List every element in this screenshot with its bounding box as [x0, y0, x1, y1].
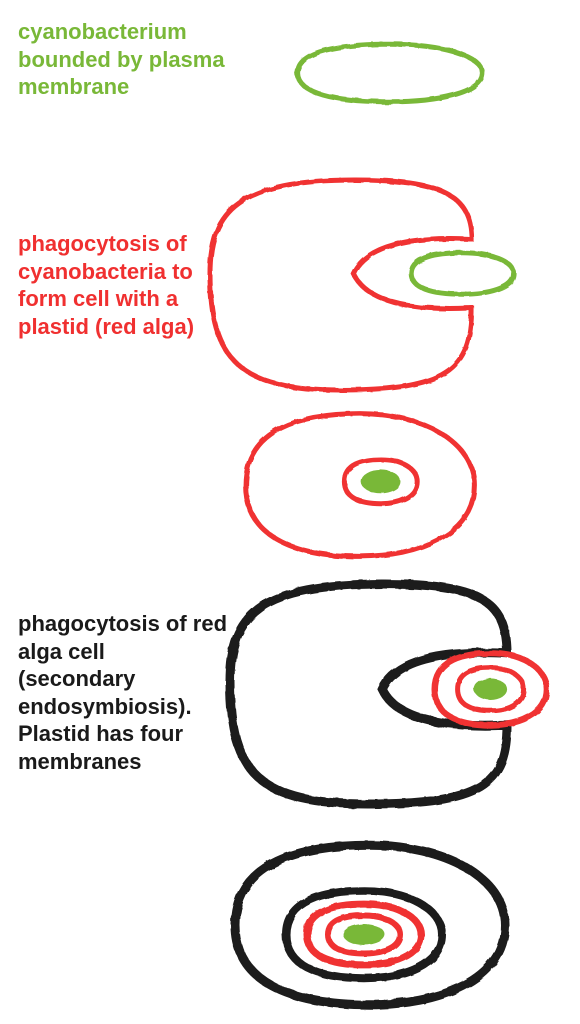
stage1-label: cyanobacterium bounded by plasma membran… [18, 18, 258, 101]
stage2-phagocytosis [200, 170, 520, 400]
host-cell-icon [230, 584, 507, 804]
engulfed-cyanobacterium-icon [411, 253, 513, 294]
stage1-cyanobacterium [280, 28, 500, 118]
final-plastid-core-icon [343, 924, 385, 945]
cyanobacterium-membrane-icon [298, 44, 483, 102]
stage4-secondary-endosymbiosis [220, 574, 550, 814]
stage5-four-membrane-plastid [220, 830, 520, 1020]
red-alga-outer-membrane-icon [246, 414, 475, 557]
stage2-label: phagocytosis of cyanobacteria to form ce… [18, 230, 218, 340]
engulfed-plastid-core-icon [474, 678, 507, 700]
plastid-core-icon [363, 471, 399, 491]
red-alga-cell-icon [210, 180, 472, 390]
stage4-label: phagocytosis of red alga cell (secondary… [18, 610, 228, 775]
stage3-red-alga-plastid [230, 400, 490, 570]
